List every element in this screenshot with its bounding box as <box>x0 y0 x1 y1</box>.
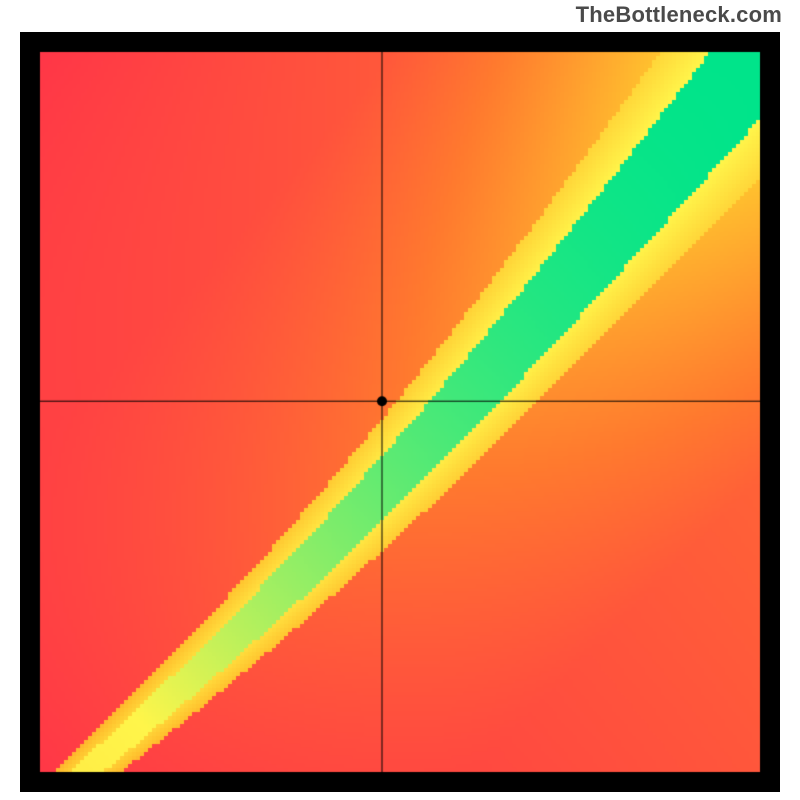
bottleneck-heatmap <box>20 32 780 792</box>
watermark-text: TheBottleneck.com <box>576 2 782 28</box>
chart-container: { "watermark": { "text": "TheBottleneck.… <box>0 0 800 800</box>
